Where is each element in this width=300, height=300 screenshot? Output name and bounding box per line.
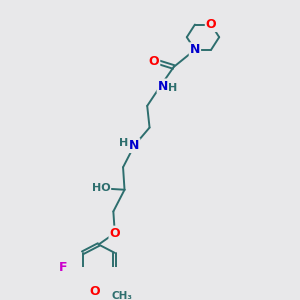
Text: O: O: [110, 226, 120, 240]
Text: O: O: [206, 18, 216, 31]
Text: O: O: [90, 285, 101, 298]
Text: N: N: [190, 43, 200, 56]
Text: CH₃: CH₃: [111, 291, 132, 300]
Text: N: N: [129, 139, 140, 152]
Text: HO: HO: [92, 183, 110, 193]
Text: F: F: [59, 261, 68, 274]
Text: H: H: [168, 83, 177, 93]
Text: N: N: [158, 80, 168, 92]
Text: O: O: [149, 55, 159, 68]
Text: H: H: [119, 138, 129, 148]
